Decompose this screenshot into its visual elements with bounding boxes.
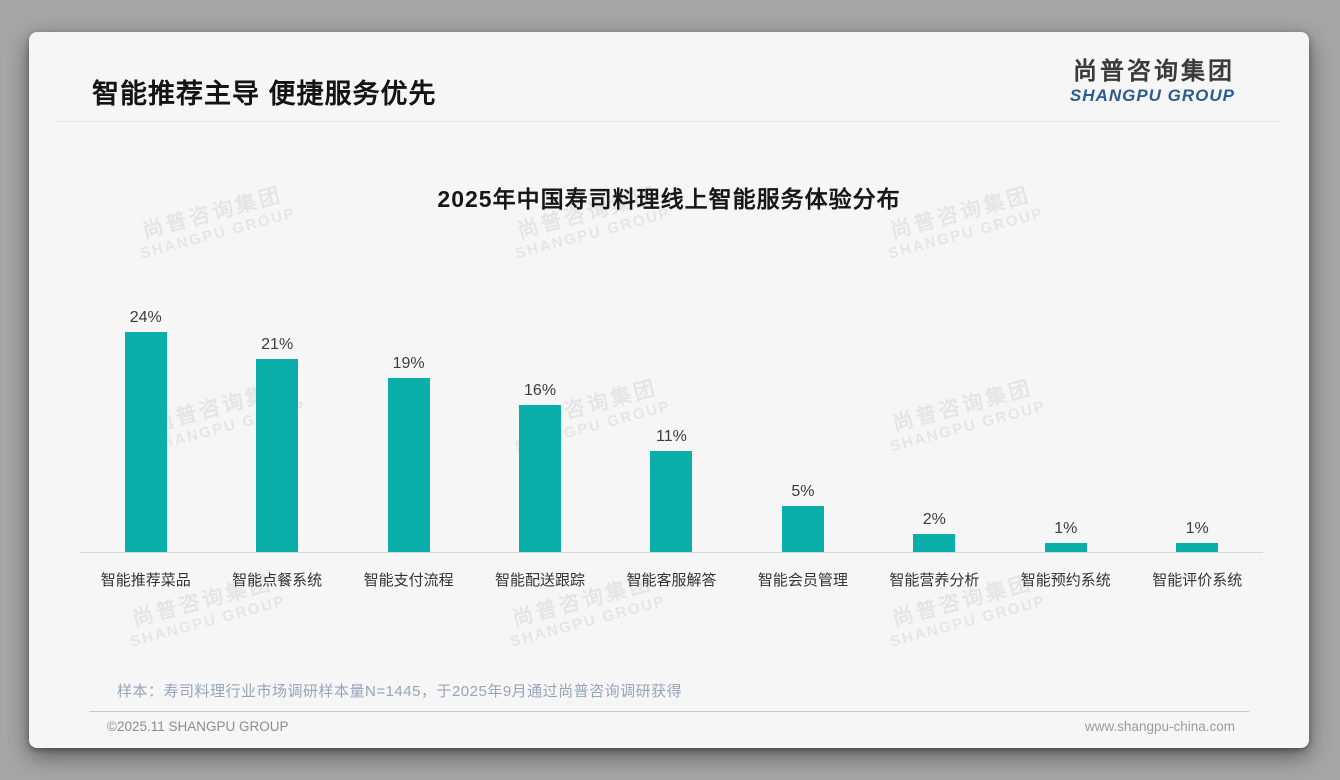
bar <box>256 359 299 552</box>
bar-chart: 24% 21% 19% 16% 11% 5% 2% 1% 1% 智能推荐菜品 智能点餐系统 智能支付… <box>80 272 1263 590</box>
x-axis-labels-row: 智能推荐菜品 智能点餐系统 智能支付流程 智能配送跟踪 智能客服解答 智能会员管理 智能营养… <box>80 553 1263 590</box>
bar <box>387 378 430 552</box>
bar-value-label: 1% <box>1185 520 1209 537</box>
bar-column: 11% <box>606 272 737 552</box>
bar-value-label: 1% <box>1054 520 1078 537</box>
logo-chinese-text: 尚普咨询集团 <box>1073 58 1235 85</box>
slide-content: 智能推荐主导 便捷服务优先 尚普咨询集团 SHANGPU GROUP 2025年… <box>29 32 1309 748</box>
bar <box>781 506 824 552</box>
footer-divider <box>89 711 1249 712</box>
bar-column: 19% <box>343 272 474 552</box>
x-axis-label: 智能预约系统 <box>1020 572 1111 589</box>
bar-column: 2% <box>869 272 1000 552</box>
bar-value-label: 2% <box>922 511 946 528</box>
bar-column: 1% <box>1000 272 1131 552</box>
bar <box>913 534 956 552</box>
bar-value-label: 11% <box>656 428 687 445</box>
bar-value-label: 21% <box>261 336 294 353</box>
chart-title: 2025年中国寿司料理线上智能服务体验分布 <box>437 186 901 212</box>
bar-column: 1% <box>1132 272 1263 552</box>
company-logo: 尚普咨询集团 SHANGPU GROUP <box>1070 58 1235 106</box>
footer-website: www.shangpu-china.com <box>1084 719 1235 734</box>
header-divider <box>57 121 1281 122</box>
x-axis-label: 智能评价系统 <box>1152 572 1243 589</box>
bar-value-label: 24% <box>129 309 162 326</box>
x-axis-label: 智能会员管理 <box>757 572 848 589</box>
bar-column: 16% <box>474 272 605 552</box>
bar <box>519 405 562 552</box>
bar-value-label: 19% <box>392 355 425 372</box>
x-axis-label: 智能点餐系统 <box>232 572 323 589</box>
bars-row: 24% 21% 19% 16% 11% 5% 2% 1% 1% <box>80 272 1263 553</box>
bar-column: 24% <box>80 272 211 552</box>
x-axis-label: 智能推荐菜品 <box>100 572 191 589</box>
x-axis-label: 智能支付流程 <box>363 572 454 589</box>
slide-card: 尚普咨询集团 SHANGPU GROUP 尚普咨询集团 SHANGPU GROUP 尚普… <box>29 32 1309 748</box>
bar-column: 5% <box>737 272 868 552</box>
x-axis-label: 智能配送跟踪 <box>495 572 586 589</box>
bar <box>650 451 693 552</box>
x-axis-label: 智能营养分析 <box>889 572 980 589</box>
footer-copyright: ©2025.11 SHANGPU GROUP <box>107 719 289 734</box>
bar-column: 21% <box>211 272 342 552</box>
page-title: 智能推荐主导 便捷服务优先 <box>92 79 437 109</box>
sample-note: 样本：寿司料理行业市场调研样本量N=1445，于2025年9月通过尚普咨询调研获… <box>117 683 683 700</box>
logo-english-text: SHANGPU GROUP <box>1069 85 1235 105</box>
bar-value-label: 16% <box>524 382 557 399</box>
bar <box>1176 543 1219 552</box>
bar <box>124 332 167 552</box>
bar <box>1044 543 1087 552</box>
x-axis-label: 智能客服解答 <box>626 572 717 589</box>
bar-value-label: 5% <box>791 483 815 500</box>
